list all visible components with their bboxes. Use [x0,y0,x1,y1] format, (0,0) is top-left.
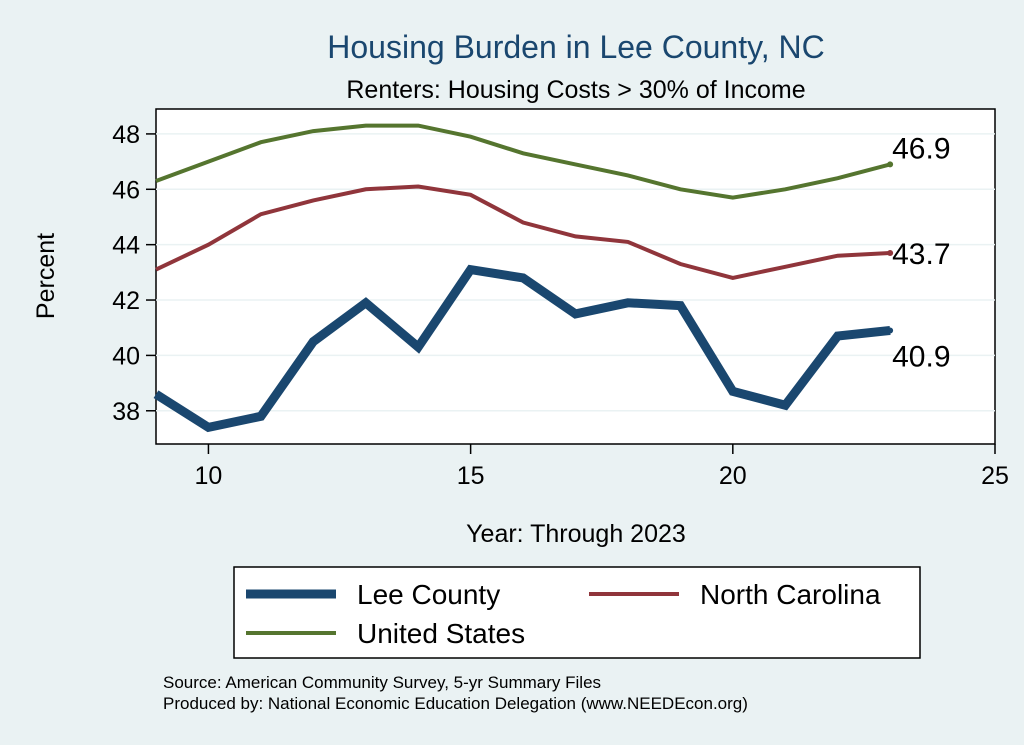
end-point-united-states [887,161,894,168]
legend-box [233,566,921,659]
end-label-lee-county: 40.9 [892,340,950,373]
y-tick-label-44: 44 [112,232,140,260]
x-tick-label-20: 20 [719,462,747,490]
chart-subtitle: Renters: Housing Costs > 30% of Income [346,76,805,104]
end-point-north-carolina [887,249,894,256]
series-line-lee-county [153,264,891,433]
legend-label-lee-county: Lee County [357,579,500,610]
x-tick-label-10: 10 [195,462,223,490]
chart-title: Housing Burden in Lee County, NC [327,29,824,65]
end-label-united-states: 46.9 [892,132,950,165]
x-tick-label-15: 15 [457,462,485,490]
series-lines [153,123,891,433]
y-tick-label-38: 38 [112,398,140,426]
legend-label-united-states: United States [357,618,525,649]
series-line-united-states [155,123,891,200]
series-line-north-carolina [155,184,891,280]
end-point-lee-county [887,327,894,334]
y-tick-label-46: 46 [112,176,140,204]
y-axis-label: Percent [32,233,60,319]
legend: Lee County North Carolina United States [233,566,921,659]
produced-by-note: Produced by: National Economic Education… [163,694,748,713]
source-note: Source: American Community Survey, 5-yr … [163,673,601,692]
y-tick-label-40: 40 [112,342,140,370]
y-axis-ticks: 38 40 42 44 46 48 [112,121,156,426]
y-tick-label-48: 48 [112,121,140,149]
legend-label-north-carolina: North Carolina [700,579,881,610]
x-axis-label: Year: Through 2023 [466,520,686,548]
grid-lines [156,133,995,412]
end-label-north-carolina: 43.7 [892,238,950,271]
y-tick-label-42: 42 [112,287,140,315]
end-labels: 40.9 43.7 46.9 [887,132,951,373]
x-axis-ticks: 10 15 20 25 [195,444,1009,490]
x-tick-label-25: 25 [981,462,1009,490]
